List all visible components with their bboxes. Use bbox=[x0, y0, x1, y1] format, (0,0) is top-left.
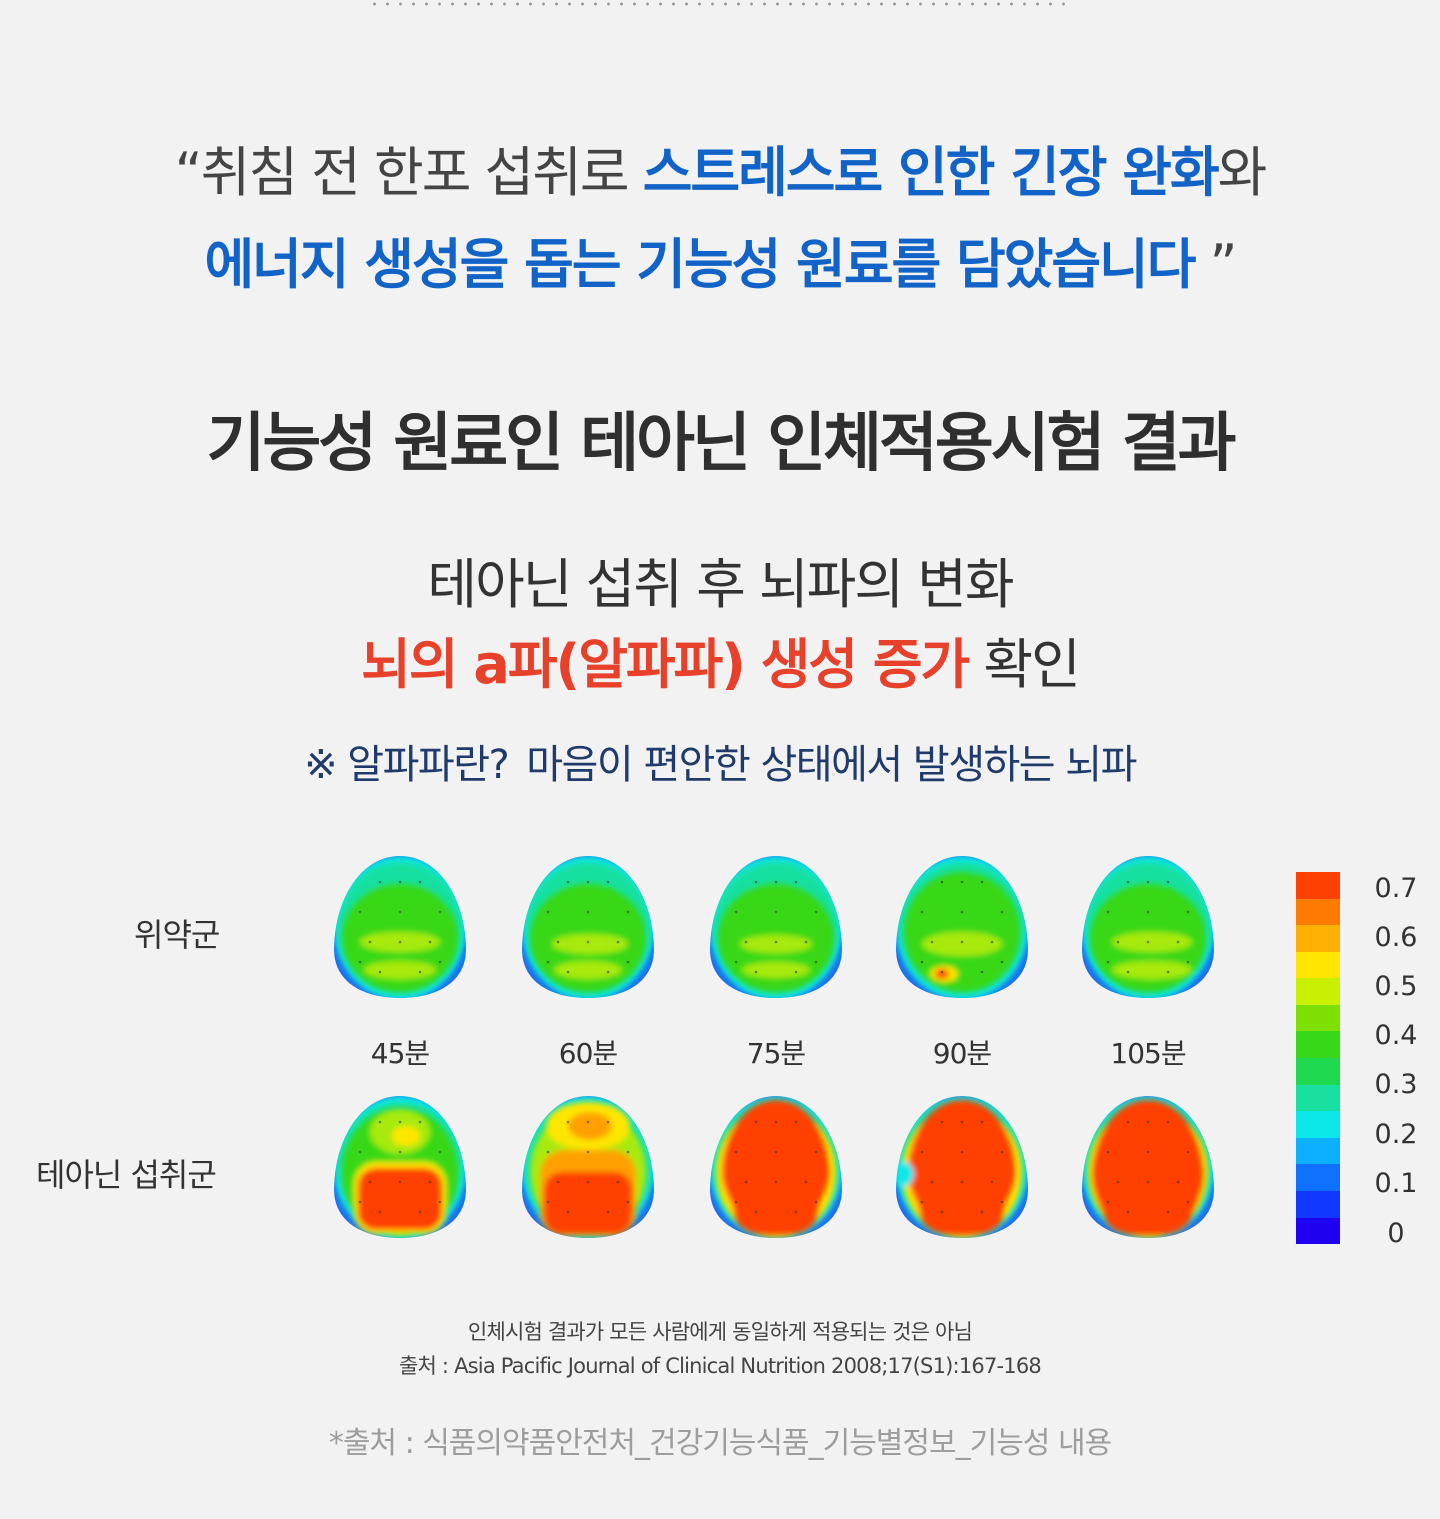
scale-color-step bbox=[1296, 898, 1340, 926]
scale-color-step bbox=[1296, 1217, 1340, 1245]
scale-color-step bbox=[1296, 1190, 1340, 1218]
theanine-brain-map-90분 bbox=[892, 1092, 1032, 1242]
time-label-105: 105분 bbox=[1110, 1037, 1186, 1070]
scale-label-0: 0 bbox=[1387, 1218, 1405, 1249]
scale-color-step bbox=[1296, 978, 1340, 1005]
theanine-brain-map-105분 bbox=[1078, 1092, 1218, 1242]
source-note: *출처 : 식품의약품안전처_건강기능식품_기능별정보_기능성 내용 bbox=[328, 1426, 1112, 1461]
footnote-citation: 출처 : Asia Pacific Journal of Clinical Nu… bbox=[399, 1354, 1042, 1378]
section-title: 기능성 원료인 테아닌 인체적용시험 결과 bbox=[206, 407, 1236, 481]
placebo-brain-map-45분 bbox=[330, 852, 470, 1002]
scale-label-0.7: 0.7 bbox=[1374, 873, 1418, 904]
row-label-placebo: 위약군 bbox=[134, 916, 220, 954]
subtitle-line-2: 뇌의 a파(알파파) 생성 증가 확인 bbox=[361, 633, 1081, 696]
scale-color-step bbox=[1296, 872, 1340, 899]
quote-line-1: “취침 전 한포 섭취로 스트레스로 인한 긴장 완화와 bbox=[174, 141, 1268, 204]
color-scale-bar bbox=[1296, 872, 1340, 1245]
scale-color-step bbox=[1296, 925, 1340, 952]
time-label-60: 60분 bbox=[558, 1037, 618, 1070]
time-label-90: 90분 bbox=[932, 1037, 992, 1070]
placebo-brain-map-90분 bbox=[892, 852, 1032, 1002]
scale-color-step bbox=[1296, 1084, 1340, 1112]
scale-color-step bbox=[1296, 1004, 1340, 1032]
dotted-divider bbox=[368, 2, 1072, 6]
theanine-brain-map-60분 bbox=[518, 1092, 658, 1242]
scale-label-0.2: 0.2 bbox=[1374, 1119, 1418, 1150]
theanine-brain-map-75분 bbox=[706, 1092, 846, 1242]
scale-color-step bbox=[1296, 1058, 1340, 1085]
time-label-75: 75분 bbox=[746, 1037, 806, 1070]
scale-color-step bbox=[1296, 1031, 1340, 1059]
scale-label-0.3: 0.3 bbox=[1374, 1069, 1418, 1100]
row-label-theanine: 테아닌 섭취군 bbox=[36, 1156, 217, 1194]
placebo-brain-map-105분 bbox=[1078, 852, 1218, 1002]
scale-color-step bbox=[1296, 1164, 1340, 1191]
scale-color-step bbox=[1296, 951, 1340, 979]
theanine-brain-map-45분 bbox=[330, 1092, 470, 1242]
footnote-disclaimer: 인체시험 결과가 모든 사람에게 동일하게 적용되는 것은 아님 bbox=[467, 1320, 973, 1344]
time-label-45: 45분 bbox=[370, 1037, 430, 1070]
scale-label-0.1: 0.1 bbox=[1374, 1168, 1418, 1199]
subtitle-line-1: 테아닌 섭취 후 뇌파의 변화 bbox=[427, 553, 1014, 616]
scale-label-0.5: 0.5 bbox=[1374, 971, 1418, 1002]
scale-label-0.4: 0.4 bbox=[1374, 1020, 1418, 1051]
quote-line-2: 에너지 생성을 돕는 기능성 원료를 담았습니다 ” bbox=[204, 233, 1237, 296]
placebo-brain-map-75분 bbox=[706, 852, 846, 1002]
scale-color-step bbox=[1296, 1111, 1340, 1138]
placebo-brain-map-60분 bbox=[518, 852, 658, 1002]
scale-label-0.6: 0.6 bbox=[1374, 922, 1418, 953]
alpha-wave-note: ※ 알파파란? 마음이 편안한 상태에서 발생하는 뇌파 bbox=[304, 742, 1137, 788]
scale-color-step bbox=[1296, 1137, 1340, 1165]
